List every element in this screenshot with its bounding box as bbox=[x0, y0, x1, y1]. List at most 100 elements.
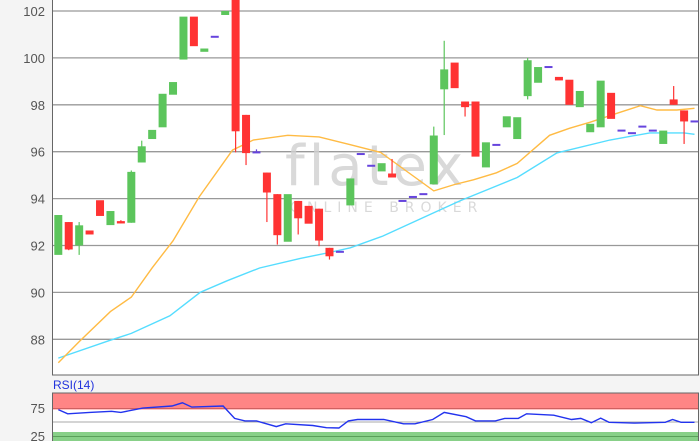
price-tick-label: 94 bbox=[31, 192, 45, 207]
candle bbox=[471, 101, 480, 157]
candle bbox=[367, 164, 376, 167]
candle-body bbox=[273, 194, 282, 236]
candle-body bbox=[659, 130, 668, 144]
candle-body bbox=[200, 48, 209, 52]
candle bbox=[273, 194, 282, 245]
candle bbox=[565, 79, 574, 105]
candle-body bbox=[106, 211, 115, 226]
candle bbox=[461, 101, 470, 117]
candle bbox=[690, 120, 699, 123]
candle-body bbox=[648, 129, 657, 132]
rsi-line bbox=[58, 402, 695, 429]
candle bbox=[137, 140, 146, 163]
candle-body bbox=[75, 225, 84, 246]
candle bbox=[680, 110, 689, 144]
candle-body bbox=[356, 153, 365, 156]
price-tick-label: 96 bbox=[31, 145, 45, 160]
candle-body bbox=[481, 142, 490, 168]
candle bbox=[283, 194, 292, 242]
candle bbox=[210, 35, 219, 38]
candle bbox=[75, 222, 84, 255]
candle-body bbox=[680, 110, 689, 122]
candle-body bbox=[158, 93, 167, 128]
candle-body bbox=[450, 62, 459, 89]
candle-body bbox=[242, 114, 251, 154]
price-tick-label: 90 bbox=[31, 285, 45, 300]
candle-body bbox=[169, 82, 178, 95]
candle bbox=[502, 116, 511, 128]
candle-body bbox=[471, 101, 480, 157]
candle-body bbox=[586, 123, 595, 133]
price-tick-label: 102 bbox=[23, 4, 45, 19]
price-tick-label: 98 bbox=[31, 98, 45, 113]
candle bbox=[388, 158, 397, 178]
candle bbox=[200, 48, 209, 52]
candle bbox=[492, 143, 501, 146]
price-tick-label: 100 bbox=[23, 51, 45, 66]
candle bbox=[575, 90, 584, 108]
candle-body bbox=[325, 247, 334, 257]
rsi-tick-75: 75 bbox=[31, 401, 45, 416]
candle bbox=[116, 220, 125, 224]
candle bbox=[377, 163, 386, 172]
candle bbox=[252, 149, 261, 154]
candle bbox=[440, 40, 449, 136]
price-tick-label: 92 bbox=[31, 239, 45, 254]
candle bbox=[523, 57, 532, 100]
candle-body bbox=[335, 250, 344, 253]
candle bbox=[262, 172, 271, 223]
candle-body bbox=[534, 67, 543, 83]
candle-body bbox=[388, 173, 397, 178]
candle-body bbox=[127, 171, 136, 223]
candle bbox=[64, 222, 73, 251]
candle bbox=[315, 208, 324, 247]
candle-body bbox=[638, 125, 647, 128]
candle bbox=[481, 142, 490, 168]
candle-body bbox=[148, 129, 157, 140]
candle bbox=[544, 66, 553, 69]
price-axis: 88 90 92 94 96 98 100 102 bbox=[23, 4, 45, 347]
candle-body bbox=[54, 215, 63, 255]
candle bbox=[242, 114, 251, 166]
candle-body bbox=[304, 205, 313, 224]
candle-body bbox=[96, 200, 105, 216]
candle-body bbox=[85, 230, 94, 235]
candle bbox=[429, 126, 438, 185]
candle bbox=[221, 11, 230, 15]
candle bbox=[419, 193, 428, 196]
candle bbox=[85, 230, 94, 235]
candle-body bbox=[440, 69, 449, 90]
candle bbox=[158, 93, 167, 128]
candle-body bbox=[179, 16, 188, 60]
candle-body bbox=[408, 195, 417, 198]
candle bbox=[106, 211, 115, 226]
candle-body bbox=[513, 117, 522, 140]
candle bbox=[596, 80, 605, 128]
candle-body bbox=[544, 66, 553, 69]
candle bbox=[179, 16, 188, 60]
candle-body bbox=[596, 80, 605, 128]
candle bbox=[96, 200, 105, 216]
candle-body bbox=[346, 178, 355, 206]
candle-body bbox=[262, 172, 271, 193]
candle-body bbox=[294, 200, 303, 219]
rsi-title: RSI(14) bbox=[53, 378, 94, 392]
candle-body bbox=[575, 90, 584, 108]
svg-text:ONLINE BROKER: ONLINE BROKER bbox=[290, 200, 483, 216]
candle bbox=[294, 200, 303, 235]
candle bbox=[325, 247, 334, 260]
candle bbox=[356, 153, 365, 156]
candle-body bbox=[252, 151, 261, 154]
candle bbox=[335, 250, 344, 253]
candle-body bbox=[429, 135, 438, 185]
candle-body bbox=[461, 101, 470, 108]
candle bbox=[54, 215, 63, 255]
candle bbox=[659, 130, 668, 144]
candle-body bbox=[64, 222, 73, 250]
price-plot-area bbox=[52, 0, 699, 376]
candle bbox=[127, 170, 136, 223]
candle bbox=[617, 129, 626, 132]
candle-body bbox=[617, 129, 626, 132]
candle-body bbox=[690, 120, 699, 123]
